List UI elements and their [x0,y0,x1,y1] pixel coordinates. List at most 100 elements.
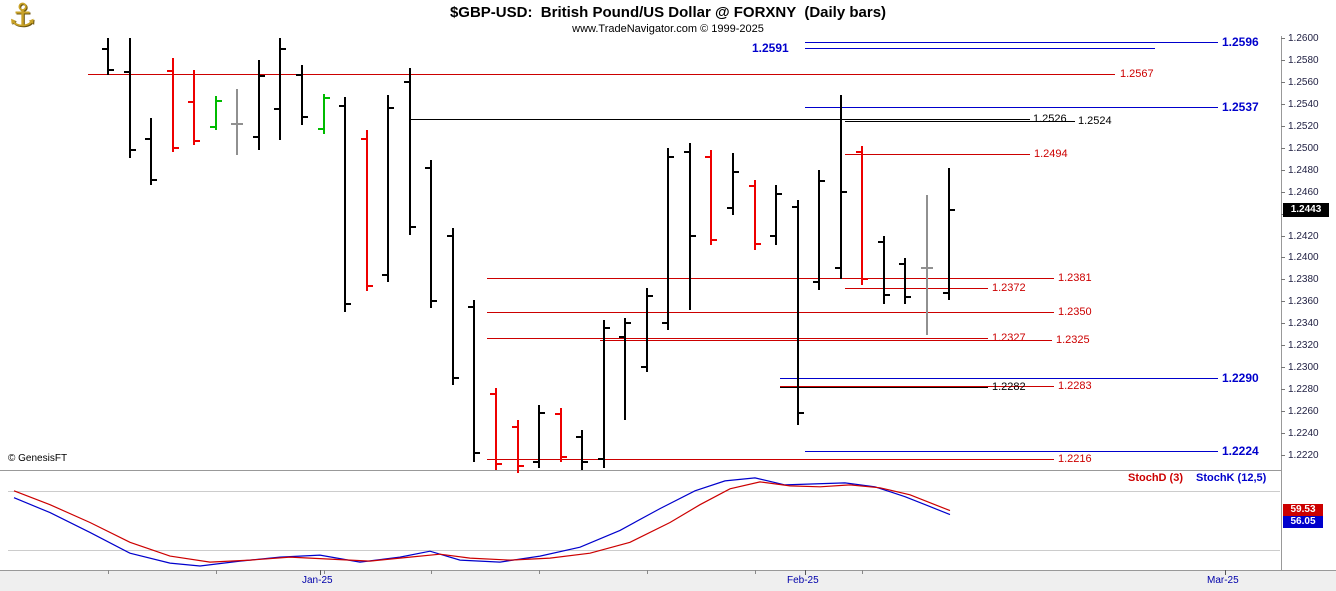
genesis-copyright: © GenesisFT [8,453,68,464]
stoch-gridline [8,490,1280,492]
ohlc-bar [301,65,303,125]
ohlc-bar [753,179,756,250]
ohlc-close-tick [216,99,222,102]
price-level-label: 1.2216 [1058,453,1092,466]
price-axis-tick [1281,38,1285,39]
ohlc-close-tick [496,462,502,465]
ohlc-close-tick [540,412,545,415]
ohlc-close-tick [690,234,696,237]
ohlc-close-tick [346,302,352,305]
ohlc-bar [645,288,648,372]
ohlc-open-tick [748,185,754,188]
ohlc-open-tick [166,69,172,72]
price-level-label: 1.2494 [1034,148,1068,161]
ohlc-close-tick [453,377,459,380]
date-axis-tick [215,570,217,574]
ohlc-close-tick [884,293,890,296]
price-level-line [487,459,1054,461]
ohlc-bar [494,388,497,471]
anchor-logo-icon: ⚓ [8,0,37,33]
ohlc-open-tick [877,241,883,244]
ohlc-close-tick [906,296,912,298]
ohlc-close-tick [367,285,373,287]
ohlc-open-tick [554,413,560,416]
ohlc-close-tick [798,412,804,415]
ohlc-open-tick [511,425,517,428]
price-axis-tick [1281,279,1285,281]
ohlc-open-tick [425,166,431,169]
price-level-line [805,47,1155,49]
ohlc-bar [559,407,562,462]
price-axis-tick [1281,81,1285,83]
ohlc-bar [947,167,950,301]
price-level-line [487,337,988,339]
ohlc-close-tick [259,75,265,78]
ohlc-bar [150,118,153,185]
price-level-line [780,378,1218,380]
stochastic-curves [13,477,951,567]
ohlc-close-tick [863,278,869,281]
price-axis-tick [1281,103,1285,105]
price-axis-divider [1281,36,1282,570]
date-axis-tick [754,570,756,574]
ohlc-bar [516,419,519,473]
price-level-label: 1.2325 [1056,333,1090,346]
ohlc-bar [473,300,476,462]
ohlc-bar [387,95,390,282]
date-axis-strip [0,570,1336,591]
ohlc-close-tick [561,456,567,459]
price-axis-label: 1.2580 [1288,54,1319,66]
date-axis-tick [862,570,864,574]
ohlc-bar [257,59,260,150]
price-level-label: 1.2596 [1222,35,1259,50]
price-axis-label: 1.2280 [1288,384,1319,396]
price-axis-label: 1.2300 [1288,362,1319,374]
ohlc-open-tick [274,108,280,111]
ohlc-open-tick [856,151,862,154]
price-axis-label: 1.2360 [1288,296,1319,308]
ohlc-bar [128,38,131,158]
ohlc-bar [624,317,627,420]
date-axis-month-label: Jan-25 [302,575,333,586]
ohlc-open-tick [317,128,323,131]
ohlc-close-tick [173,146,179,149]
ohlc-bar [882,235,885,304]
ohlc-open-tick [468,305,474,308]
ohlc-open-tick [662,322,668,325]
ohlc-bar [322,94,325,134]
ohlc-close-tick [389,107,395,110]
price-level-line [805,42,1218,44]
ohlc-bar [107,38,109,76]
price-axis-label: 1.2560 [1288,76,1319,88]
ohlc-close-tick [626,322,632,325]
stoch-k-legend: StochK (12,5) [1196,472,1267,484]
chart-subtitle: www.TradeNavigator.com © 1999-2025 [572,23,764,35]
ohlc-bar [451,227,454,385]
ohlc-close-tick [777,192,783,195]
ohlc-open-tick [382,274,388,276]
ohlc-bar [688,143,691,311]
price-axis-tick [1281,191,1285,193]
ohlc-bar [279,38,282,141]
ohlc-bar [925,194,928,336]
price-axis-label: 1.2220 [1288,450,1319,461]
ohlc-close-tick [195,140,201,143]
price-level-label: 1.2372 [992,282,1026,295]
price-axis-tick [1281,411,1285,413]
ohlc-open-tick [597,458,603,461]
ohlc-bar [344,97,347,313]
price-axis-label: 1.2420 [1288,230,1319,242]
ohlc-bar [214,96,217,131]
price-axis-tick [1281,345,1285,347]
stoch-d-legend: StochD (3) [1128,472,1183,484]
price-level-label: 1.2524 [1078,115,1112,128]
date-axis-tick [539,570,540,574]
price-axis-tick [1281,301,1285,303]
price-axis-label: 1.2500 [1288,142,1319,154]
ohlc-close-tick [281,48,287,50]
ohlc-bar [171,57,174,153]
ohlc-close-tick [432,300,438,303]
date-axis-month-tick [1225,570,1226,575]
